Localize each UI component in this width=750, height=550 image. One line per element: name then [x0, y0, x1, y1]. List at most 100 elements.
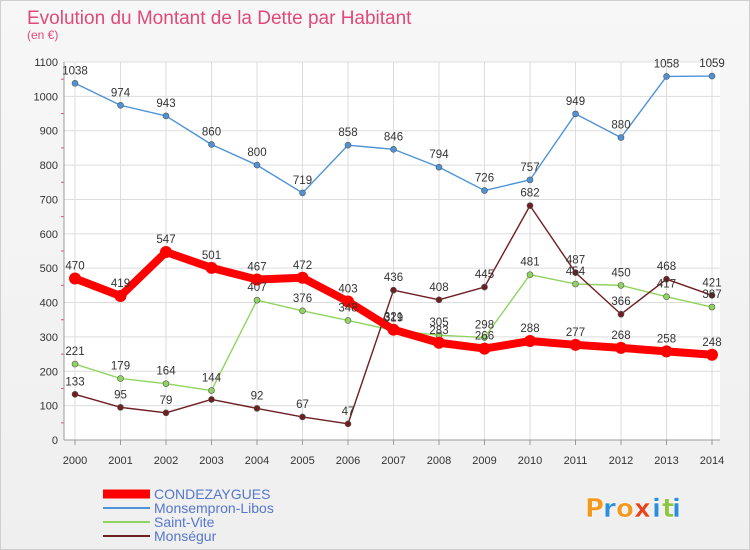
data-label-condezaygues: 258 [657, 333, 676, 345]
data-label-mons-gur: 47 [342, 406, 355, 418]
data-label-saint-vite: 407 [247, 282, 266, 294]
legend-label-monsempron-libos: Monsempron-Libos [154, 500, 274, 516]
point-condezaygues [478, 342, 491, 355]
data-label-mons-gur: 487 [566, 255, 585, 267]
point-mons-gur [390, 286, 397, 294]
point-monsempron-libos [117, 101, 124, 109]
data-label-monsempron-libos: 880 [611, 120, 630, 132]
data-label-monsempron-libos: 1038 [62, 65, 88, 77]
point-condezaygues [205, 261, 218, 274]
data-label-mons-gur: 79 [160, 395, 173, 407]
grid [64, 61, 720, 441]
data-label-monsempron-libos: 757 [520, 162, 539, 174]
point-condezaygues [569, 338, 582, 351]
series-layer [69, 72, 718, 428]
data-label-mons-gur: 95 [114, 389, 127, 401]
data-label-mons-gur: 67 [296, 399, 309, 411]
point-mons-gur [481, 283, 488, 291]
data-label-condezaygues: 288 [520, 323, 539, 335]
x-tick-label: 2003 [199, 455, 223, 467]
y-tick-label: 600 [40, 229, 58, 241]
data-label-mons-gur: 366 [611, 296, 630, 308]
data-label-condezaygues: 268 [611, 330, 630, 342]
brand-letter: o [616, 494, 634, 524]
point-mons-gur [208, 396, 215, 403]
y-tick-label: 1000 [34, 91, 58, 103]
data-label-condezaygues: 277 [566, 327, 585, 339]
brand-letter: r [603, 494, 616, 524]
data-label-condezaygues: 321 [384, 312, 403, 324]
point-saint-vite [663, 293, 670, 301]
y-tick-label: 0 [52, 435, 58, 447]
legend-label-saint-vite: Saint-Vite [154, 514, 215, 530]
point-mons-gur [344, 420, 352, 428]
point-saint-vite [708, 303, 716, 311]
brand-letter: i [652, 494, 661, 524]
data-label-monsempron-libos: 794 [429, 149, 449, 161]
point-monsempron-libos [663, 73, 670, 80]
point-condezaygues [251, 273, 263, 286]
data-label-condezaygues: 501 [202, 250, 221, 262]
point-monsempron-libos [572, 110, 579, 118]
data-label-saint-vite: 221 [65, 346, 84, 358]
point-monsempron-libos [162, 112, 170, 120]
point-saint-vite [253, 296, 261, 304]
x-tick-label: 2007 [381, 455, 405, 467]
point-condezaygues [160, 246, 172, 259]
data-label-saint-vite: 481 [520, 257, 539, 269]
point-mons-gur [663, 275, 670, 283]
point-condezaygues [615, 341, 627, 354]
y-tick-label: 700 [40, 194, 58, 206]
data-label-monsempron-libos: 860 [202, 126, 221, 138]
brand-letter: i [672, 494, 681, 524]
x-tick-label: 2013 [654, 455, 678, 467]
data-label-mons-gur: 445 [475, 269, 494, 281]
y-tick-label: 400 [40, 298, 58, 310]
point-mons-gur [708, 292, 716, 299]
y-tick-label: 100 [40, 401, 58, 413]
point-saint-vite [526, 271, 534, 279]
data-label-saint-vite: 144 [202, 373, 222, 385]
data-label-monsempron-libos: 974 [111, 87, 131, 99]
point-mons-gur [71, 390, 79, 398]
data-label-saint-vite: 417 [657, 279, 676, 291]
legend: CONDEZAYGUESMonsempron-LibosSaint-ViteMo… [103, 486, 274, 544]
chart-subtitle: (en €) [27, 28, 58, 42]
x-tick-label: 2014 [700, 455, 724, 467]
data-label-monsempron-libos: 949 [566, 96, 585, 108]
data-label-monsempron-libos: 943 [156, 98, 175, 110]
y-tick-label: 800 [40, 160, 58, 172]
point-mons-gur [162, 409, 170, 417]
data-label-saint-vite: 454 [566, 266, 586, 278]
x-tick-label: 2000 [63, 455, 87, 467]
point-condezaygues [524, 335, 536, 348]
point-monsempron-libos [344, 141, 352, 149]
point-monsempron-libos [708, 72, 716, 80]
chart-title: Evolution du Montant de la Dette par Hab… [27, 8, 412, 29]
data-label-mons-gur: 408 [429, 282, 448, 294]
y-tick-label: 200 [40, 366, 58, 378]
data-label-mons-gur: 682 [520, 188, 539, 200]
data-label-saint-vite: 298 [475, 320, 494, 332]
point-saint-vite [572, 280, 579, 288]
point-condezaygues [69, 272, 81, 285]
x-tick-label: 2001 [108, 455, 132, 467]
y-tick-label: 500 [40, 263, 58, 275]
point-condezaygues [706, 348, 718, 361]
data-label-monsempron-libos: 1058 [654, 58, 680, 70]
x-tick-label: 2002 [154, 455, 178, 467]
data-label-condezaygues: 547 [156, 234, 175, 246]
x-tick-label: 2012 [609, 455, 633, 467]
point-monsempron-libos [71, 80, 79, 87]
point-saint-vite [71, 360, 79, 368]
data-label-condezaygues: 472 [293, 260, 312, 272]
point-monsempron-libos [617, 134, 625, 141]
point-condezaygues [433, 336, 445, 349]
data-label-condezaygues: 248 [702, 337, 721, 349]
point-monsempron-libos [299, 189, 306, 197]
point-saint-vite [299, 307, 306, 315]
data-label-monsempron-libos: 726 [475, 173, 494, 185]
brand-logo: Pr o x i ti [585, 494, 681, 525]
x-tick-label: 2009 [472, 455, 496, 467]
legend-label-condezaygues: CONDEZAYGUES [154, 486, 270, 502]
